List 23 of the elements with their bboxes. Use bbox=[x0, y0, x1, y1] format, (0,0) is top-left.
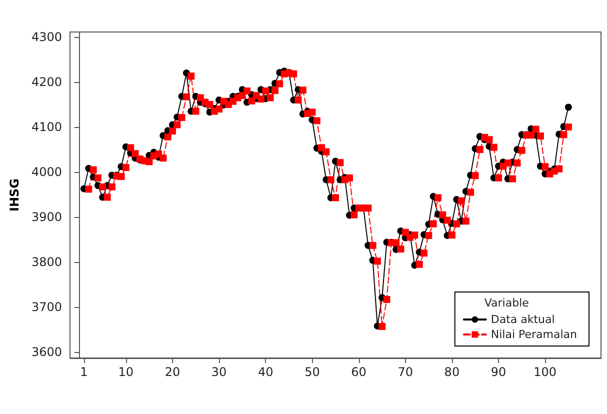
y-tick-label: 3600 bbox=[31, 345, 62, 360]
x-tick-label: 70 bbox=[398, 365, 414, 379]
y-tick-label: 4200 bbox=[31, 74, 62, 89]
x-tick-label: 10 bbox=[118, 365, 134, 379]
legend-label: Nilai Peramalan bbox=[490, 328, 578, 341]
x-tick-label: 90 bbox=[490, 365, 506, 379]
y-tick-label: 3900 bbox=[31, 210, 62, 224]
y-tick-label: 4300 bbox=[31, 30, 62, 44]
x-tick-label: 100 bbox=[534, 365, 557, 379]
y-tick-label: 4100 bbox=[31, 120, 62, 134]
legend-title: Variable bbox=[484, 296, 530, 310]
x-tick-label: 20 bbox=[164, 365, 180, 379]
y-tick-label: 3800 bbox=[31, 255, 62, 270]
y-axis-title: IHSG bbox=[8, 178, 22, 212]
x-tick-label: 30 bbox=[211, 365, 227, 379]
legend-label: Data aktual bbox=[490, 313, 555, 326]
x-tick-label: 80 bbox=[444, 365, 460, 379]
y-tick-label: 3700 bbox=[31, 300, 62, 314]
x-tick-label: 60 bbox=[351, 365, 366, 379]
x-tick-label: 40 bbox=[258, 365, 274, 379]
x-tick-label: 1 bbox=[80, 365, 88, 379]
y-tick-label: 4000 bbox=[31, 165, 62, 180]
x-tick-label: 50 bbox=[304, 365, 320, 379]
